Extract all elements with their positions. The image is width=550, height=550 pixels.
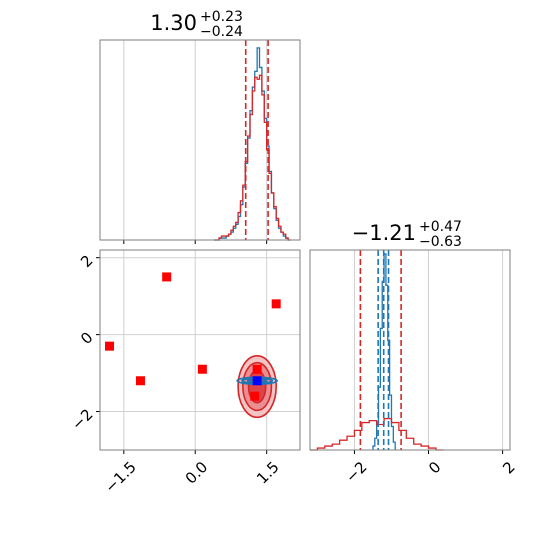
x-tick-label: 1.5 [253, 458, 283, 488]
histogram-series-0 [214, 47, 291, 241]
histogram-series-1 [214, 74, 291, 241]
panel-title-value: 1.30 [150, 11, 197, 35]
panel-frame [309, 249, 511, 451]
y-tick-label: −2 [68, 405, 96, 433]
panel-bottom-right-histogram: −2 0 2 −1.21 +0.47−0.63 [309, 219, 519, 486]
panel-top-left-histogram: 1.30 +0.23−0.24 [99, 9, 301, 244]
panel-frame [99, 249, 301, 451]
red-point-marker [250, 391, 260, 401]
y-tick-label: 2 [77, 252, 96, 271]
x-tick-label: −2 [342, 458, 370, 486]
panel-title-upper-error: +0.47 [419, 219, 462, 235]
panel-title-lower-error: −0.24 [200, 24, 243, 40]
x-tick-label: −1.5 [101, 458, 139, 496]
red-point-marker [271, 299, 281, 309]
panel-bottom-left-scatter: −1.5 0.0 1.5 −2 0 2 [68, 249, 301, 496]
blue-point-marker [252, 376, 262, 386]
panel-frame [99, 39, 301, 241]
red-point-marker [135, 376, 145, 386]
panel-title-value: −1.21 [352, 221, 416, 245]
red-point-marker [252, 364, 262, 374]
histogram-series-1 [310, 417, 444, 451]
x-tick-label: 0 [425, 458, 444, 477]
y-tick-label: 0 [77, 328, 96, 347]
panel-title-lower-error: −0.63 [419, 234, 462, 250]
red-point-marker [105, 341, 115, 351]
x-tick-label: 2 [499, 458, 518, 477]
red-point-marker [197, 364, 207, 374]
red-point-marker [162, 272, 172, 282]
panel-title-upper-error: +0.23 [200, 9, 243, 25]
x-tick-label: 0.0 [182, 458, 212, 488]
